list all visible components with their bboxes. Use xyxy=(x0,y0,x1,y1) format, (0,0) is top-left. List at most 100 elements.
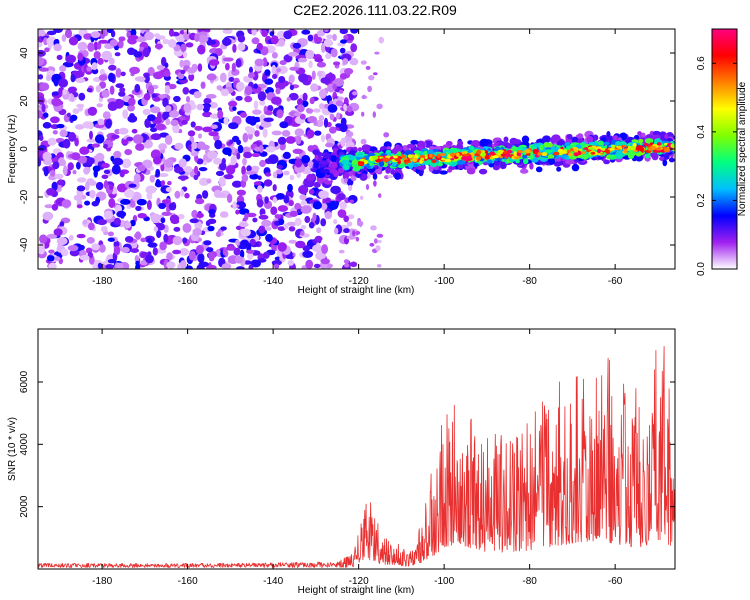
heatmap-cell xyxy=(124,236,134,243)
heatmap-cell xyxy=(276,68,282,73)
heatmap-cell xyxy=(522,154,528,159)
heatmap-cell xyxy=(640,132,646,138)
heatmap-cell xyxy=(387,175,394,179)
heatmap-cell xyxy=(253,100,259,110)
heatmap-cell xyxy=(278,218,285,226)
heatmap-cell xyxy=(137,164,146,172)
heatmap-cell xyxy=(553,151,560,156)
colorbar-ticks: 0.0 0.2 0.4 0.6 xyxy=(696,56,737,276)
heatmap-cell xyxy=(297,98,303,106)
heatmap-cell xyxy=(294,128,305,137)
heatmap-cell xyxy=(577,133,583,138)
heatmap-cell xyxy=(638,138,644,144)
heatmap-cell xyxy=(89,189,96,199)
heatmap-cell xyxy=(103,169,111,174)
heatmap-cell xyxy=(277,65,288,74)
heatmap-cell xyxy=(316,29,326,37)
heatmap-cell xyxy=(67,162,74,171)
heatmap-cell xyxy=(314,130,322,136)
heatmap-cell xyxy=(528,154,535,160)
heatmap-cell xyxy=(96,41,102,50)
heatmap-cell xyxy=(337,193,346,201)
heatmap-cell xyxy=(301,155,311,164)
heatmap-cell xyxy=(134,83,141,93)
heatmap-cell xyxy=(259,159,266,168)
heatmap-cell xyxy=(404,160,408,165)
heatmap-cell xyxy=(512,139,522,145)
heatmap-cell xyxy=(217,109,224,120)
heatmap-cell xyxy=(492,164,500,171)
heatmap-cell xyxy=(283,195,290,204)
y-tick-label: 40 xyxy=(19,47,30,59)
heatmap-cell xyxy=(298,73,309,83)
heatmap-cell xyxy=(523,158,529,165)
heatmap-cell xyxy=(573,152,579,157)
heatmap-cell xyxy=(237,144,244,154)
heatmap-cell xyxy=(314,57,324,63)
heatmap-cell xyxy=(261,29,268,37)
heatmap-cell xyxy=(300,230,305,236)
heatmap-cell xyxy=(97,219,107,226)
heatmap-cell xyxy=(74,137,79,147)
heatmap-cell xyxy=(457,160,466,165)
heatmap-cell xyxy=(60,248,69,257)
heatmap-cell xyxy=(300,205,312,214)
heatmap-cell xyxy=(293,112,302,117)
heatmap-cell xyxy=(39,82,50,91)
heatmap-cell xyxy=(195,244,204,255)
heatmap-cell xyxy=(565,159,575,165)
heatmap-cell xyxy=(200,81,206,89)
heatmap-cell xyxy=(517,150,523,153)
heatmap-cell xyxy=(289,210,299,217)
heatmap-cell xyxy=(318,115,325,121)
heatmap-cell xyxy=(320,43,326,53)
heatmap-cell xyxy=(62,138,71,149)
heatmap-cell xyxy=(545,149,552,154)
heatmap-cell xyxy=(355,236,360,242)
heatmap-cell xyxy=(283,30,293,40)
heatmap-cell xyxy=(308,221,315,229)
heatmap-cell xyxy=(407,154,413,159)
heatmap-cell xyxy=(38,42,43,48)
heatmap-cell xyxy=(244,95,253,103)
heatmap-cell xyxy=(206,178,212,184)
heatmap-cell xyxy=(360,60,367,65)
heatmap-cell xyxy=(86,87,93,93)
heatmap-cell xyxy=(184,192,190,199)
y-tick-label: 20 xyxy=(19,95,30,107)
heatmap-cell xyxy=(643,143,649,147)
heatmap-cell xyxy=(232,43,237,53)
heatmap-cell xyxy=(337,209,347,218)
heatmap-cell xyxy=(207,218,217,224)
heatmap-cell xyxy=(86,157,95,165)
heatmap-cell xyxy=(278,76,286,83)
heatmap-cell xyxy=(146,238,152,244)
heatmap-cell xyxy=(305,49,315,60)
heatmap-cell xyxy=(215,170,225,177)
heatmap-cell xyxy=(350,175,357,182)
heatmap-cell xyxy=(105,264,115,269)
heatmap-cell xyxy=(46,75,52,81)
heatmap-cell xyxy=(542,135,551,143)
heatmap-cell xyxy=(197,44,206,55)
heatmap-cell xyxy=(215,231,222,238)
heatmap-cell xyxy=(314,154,319,161)
x-tick-label: -180 xyxy=(92,576,112,587)
heatmap-cell xyxy=(197,34,209,43)
heatmap-cell xyxy=(285,136,296,144)
heatmap-cell xyxy=(191,142,198,150)
heatmap-cell xyxy=(51,97,62,107)
heatmap-cell xyxy=(254,130,260,137)
snr-panel: -180 -160 -140 -120 -100 -80 -60 200040006000 … xyxy=(7,328,676,596)
heatmap-cell xyxy=(152,247,158,256)
heatmap-cell xyxy=(75,124,85,130)
heatmap-cell xyxy=(529,162,534,170)
heatmap-cell xyxy=(343,178,348,184)
heatmap-cell xyxy=(164,62,169,68)
heatmap-cell xyxy=(317,70,323,77)
heatmap-cell xyxy=(38,245,46,255)
heatmap-cell xyxy=(571,163,580,172)
heatmap-cell xyxy=(349,57,359,66)
heatmap-cell xyxy=(274,214,282,219)
heatmap-cell xyxy=(228,122,239,130)
